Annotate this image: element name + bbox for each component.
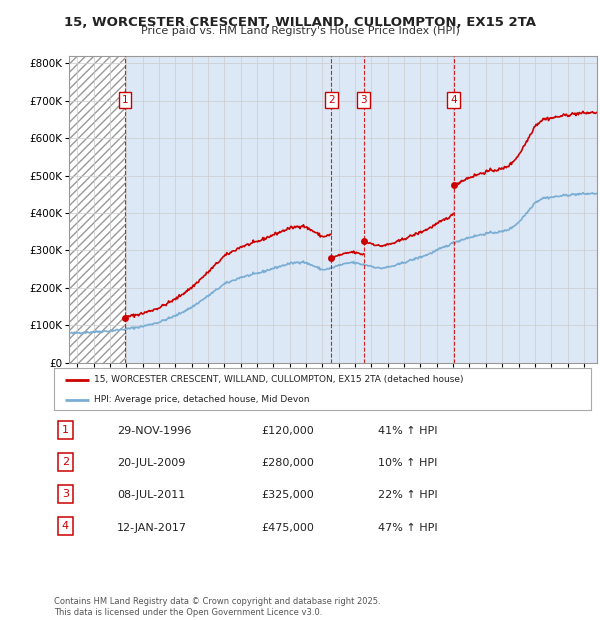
- Bar: [69, 56, 125, 363]
- Text: 1: 1: [62, 425, 69, 435]
- Text: Contains HM Land Registry data © Crown copyright and database right 2025.
This d: Contains HM Land Registry data © Crown c…: [54, 598, 380, 617]
- Text: 2: 2: [328, 95, 335, 105]
- Text: Price paid vs. HM Land Registry's House Price Index (HPI): Price paid vs. HM Land Registry's House …: [140, 26, 460, 36]
- Text: 4: 4: [451, 95, 457, 105]
- Text: £280,000: £280,000: [261, 458, 314, 468]
- Text: 47% ↑ HPI: 47% ↑ HPI: [378, 523, 437, 533]
- Text: HPI: Average price, detached house, Mid Devon: HPI: Average price, detached house, Mid …: [94, 396, 310, 404]
- Text: 3: 3: [62, 489, 69, 499]
- Text: 29-NOV-1996: 29-NOV-1996: [117, 426, 191, 436]
- Text: 41% ↑ HPI: 41% ↑ HPI: [378, 426, 437, 436]
- Text: 15, WORCESTER CRESCENT, WILLAND, CULLOMPTON, EX15 2TA: 15, WORCESTER CRESCENT, WILLAND, CULLOMP…: [64, 16, 536, 29]
- Text: £475,000: £475,000: [261, 523, 314, 533]
- Text: 22% ↑ HPI: 22% ↑ HPI: [378, 490, 437, 500]
- Text: £325,000: £325,000: [261, 490, 314, 500]
- Text: 1: 1: [121, 95, 128, 105]
- Text: 2: 2: [62, 457, 69, 467]
- Text: 08-JUL-2011: 08-JUL-2011: [117, 490, 185, 500]
- Text: 3: 3: [360, 95, 367, 105]
- Text: 15, WORCESTER CRESCENT, WILLAND, CULLOMPTON, EX15 2TA (detached house): 15, WORCESTER CRESCENT, WILLAND, CULLOMP…: [94, 375, 464, 384]
- Text: 20-JUL-2009: 20-JUL-2009: [117, 458, 185, 468]
- Text: 10% ↑ HPI: 10% ↑ HPI: [378, 458, 437, 468]
- Text: £120,000: £120,000: [261, 426, 314, 436]
- Text: 4: 4: [62, 521, 69, 531]
- Text: 12-JAN-2017: 12-JAN-2017: [117, 523, 187, 533]
